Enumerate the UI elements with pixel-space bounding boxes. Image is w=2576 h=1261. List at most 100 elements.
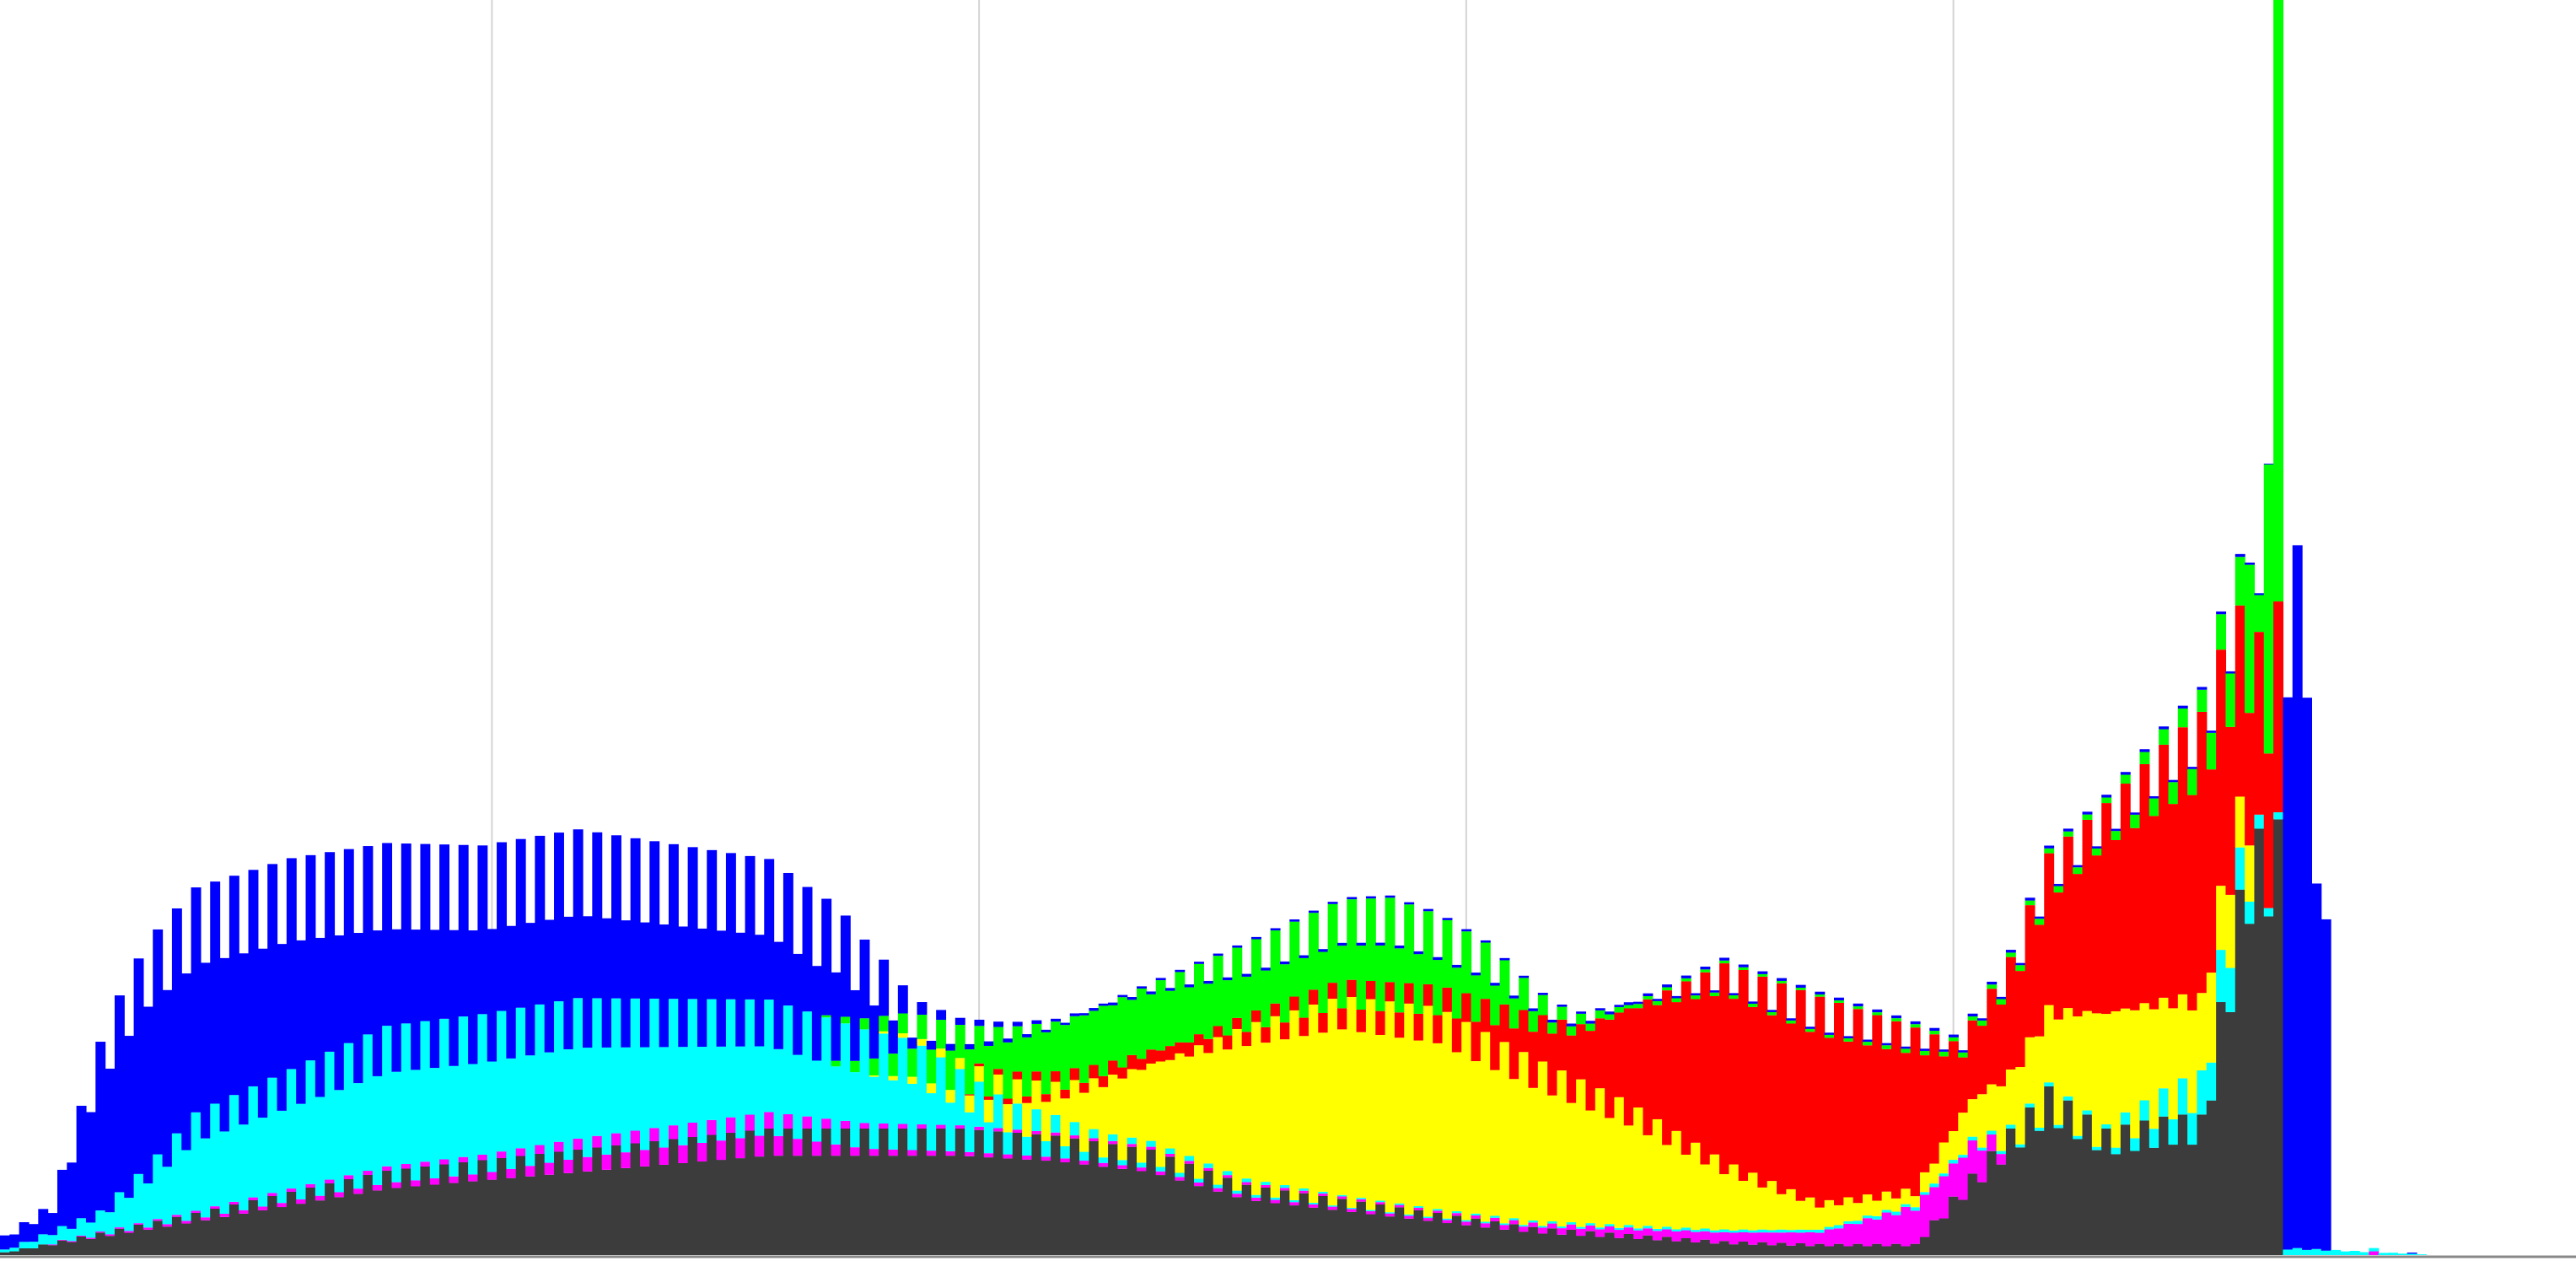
bar-blue-72 <box>687 847 698 1000</box>
bar-cyan-147 <box>1404 1214 1415 1216</box>
bar-dark-129 <box>1232 1197 1243 1255</box>
bar-dark-18 <box>171 1216 182 1255</box>
bar-dark-16 <box>153 1221 164 1255</box>
bar-green-212 <box>2025 900 2036 906</box>
bar-green-210 <box>2005 952 2016 957</box>
bar-cyan-166 <box>1585 1223 1596 1226</box>
bar-green-206 <box>1967 1016 1978 1021</box>
bar-magenta-44 <box>420 1161 431 1167</box>
bar-yellow-133 <box>1270 1016 1281 1198</box>
bar-blue-241 <box>2302 698 2313 1250</box>
bar-magenta-137 <box>1308 1204 1319 1208</box>
bar-blue-59 <box>563 916 574 1049</box>
bar-blue-27 <box>257 948 268 1118</box>
bar-cyan-76 <box>725 999 736 1118</box>
bar-cyan-222 <box>2120 1112 2131 1125</box>
bar-blue-41 <box>391 929 402 1072</box>
bar-cyan-165 <box>1576 1226 1587 1229</box>
bar-magenta-171 <box>1633 1230 1644 1240</box>
bar-cyan-169 <box>1614 1227 1625 1231</box>
bar-dark-112 <box>1069 1138 1080 1255</box>
bar-red-179 <box>1709 995 1720 1155</box>
bar-magenta-205 <box>1958 1157 1969 1200</box>
bar-magenta-9 <box>85 1237 96 1239</box>
bar-yellow-109 <box>1041 1102 1051 1142</box>
bar-blue-218 <box>2082 811 2093 815</box>
bar-blue-231 <box>2206 730 2217 733</box>
bar-green-221 <box>2111 831 2122 840</box>
bar-green-124 <box>1184 987 1195 1043</box>
bar-magenta-25 <box>239 1210 250 1214</box>
bar-cyan-18 <box>171 1133 182 1215</box>
bar-cyan-144 <box>1375 1200 1386 1203</box>
bar-blue-21 <box>200 962 211 1139</box>
bar-magenta-165 <box>1576 1228 1587 1237</box>
bar-cyan-168 <box>1605 1224 1616 1226</box>
bar-green-111 <box>1060 1025 1071 1090</box>
bar-cyan-109 <box>1041 1141 1051 1157</box>
bar-red-170 <box>1623 1008 1634 1126</box>
bar-cyan-67 <box>639 1047 650 1151</box>
bar-cyan-99 <box>945 1102 956 1151</box>
bar-cyan-181 <box>1729 1230 1740 1233</box>
bar-cyan-230 <box>2197 1070 2208 1115</box>
bar-dark-102 <box>974 1129 985 1255</box>
bar-yellow-97 <box>926 1083 937 1094</box>
bar-dark-195 <box>1862 1246 1873 1255</box>
bar-blue-211 <box>2015 962 2026 966</box>
bar-cyan-34 <box>325 1051 336 1180</box>
bar-magenta-149 <box>1422 1218 1433 1221</box>
bar-blue-67 <box>639 922 650 1048</box>
bar-dark-148 <box>1413 1210 1424 1255</box>
bar-blue-192 <box>1834 997 1844 1001</box>
bar-magenta-248 <box>2369 1251 2380 1255</box>
bar-red-189 <box>1805 1032 1815 1198</box>
bar-dark-121 <box>1155 1175 1166 1255</box>
bar-dark-22 <box>210 1209 221 1255</box>
bar-cyan-195 <box>1862 1215 1873 1219</box>
bar-cyan-33 <box>315 1097 325 1196</box>
bar-yellow-119 <box>1137 1070 1147 1163</box>
bar-cyan-189 <box>1805 1230 1815 1232</box>
bar-green-209 <box>1996 999 2007 1005</box>
bar-magenta-60 <box>573 1138 583 1150</box>
bar-blue-219 <box>2091 846 2102 849</box>
bar-cyan-39 <box>372 1075 383 1185</box>
bar-magenta-40 <box>382 1166 393 1172</box>
bar-magenta-115 <box>1098 1162 1109 1167</box>
bar-magenta-58 <box>554 1141 564 1152</box>
bar-yellow-196 <box>1872 1200 1883 1216</box>
bar-cyan-235 <box>2245 901 2256 924</box>
bar-blue-0 <box>0 1235 10 1250</box>
bar-dark-174 <box>1662 1237 1673 1255</box>
bar-green-136 <box>1299 957 1310 1018</box>
bar-blue-7 <box>67 1162 78 1229</box>
bar-magenta-18 <box>171 1215 182 1217</box>
bar-dark-210 <box>2005 1129 2016 1255</box>
bar-cyan-208 <box>1987 1130 1998 1135</box>
bar-blue-19 <box>181 973 192 1151</box>
bar-red-216 <box>2062 836 2073 1009</box>
bar-cyan-80 <box>764 1000 775 1113</box>
bar-blue-196 <box>1872 1009 1883 1013</box>
bar-yellow-179 <box>1709 1154 1720 1231</box>
bar-red-139 <box>1327 983 1338 1000</box>
bar-magenta-160 <box>1528 1222 1539 1227</box>
bar-blue-180 <box>1719 957 1729 961</box>
bar-blue-137 <box>1308 910 1319 913</box>
bar-dark-77 <box>735 1158 746 1255</box>
bar-magenta-185 <box>1767 1232 1777 1246</box>
bar-green-130 <box>1241 976 1252 1032</box>
bar-cyan-88 <box>840 1023 851 1121</box>
bar-blue-209 <box>1996 996 2007 1000</box>
bar-blue-15 <box>143 1006 153 1184</box>
bar-red-172 <box>1643 999 1654 1135</box>
bar-blue-126 <box>1203 980 1214 984</box>
bar-dark-230 <box>2197 1114 2208 1255</box>
bar-dark-153 <box>1461 1225 1472 1255</box>
bar-yellow-136 <box>1299 1036 1310 1188</box>
bar-dark-205 <box>1958 1199 1969 1255</box>
bar-dark-1 <box>9 1251 20 1255</box>
bar-magenta-190 <box>1815 1232 1826 1244</box>
